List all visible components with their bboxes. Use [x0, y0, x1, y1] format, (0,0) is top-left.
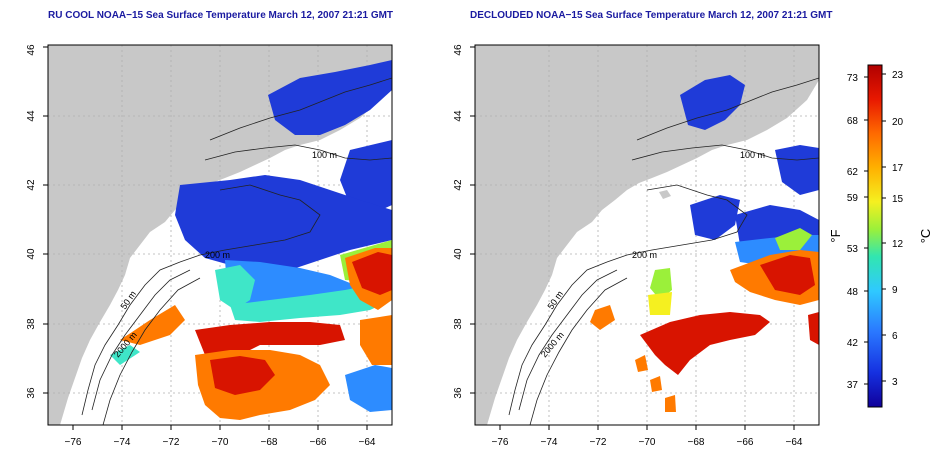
left-xtick: −66 — [310, 437, 327, 448]
right-ytick: 38 — [453, 318, 464, 330]
right-contour-label-200m: 200 m — [632, 250, 657, 260]
colorbar-fahrenheit-label: °F — [828, 229, 843, 242]
right-map: 100 m 200 m 50 m 2000 m −76 −74 −72 −70 … — [453, 44, 820, 448]
left-map: 100 m 200 m 50 m 2000 m −76 −74 −72 −70 … — [26, 44, 393, 448]
right-panel-title: DECLOUDED NOAA−15 Sea Surface Temperatur… — [470, 10, 833, 21]
right-xtick: −74 — [541, 437, 558, 448]
colorbar-f-tick: 59 — [847, 193, 859, 204]
left-bathymetry-contours — [81, 77, 392, 425]
colorbar-f-tick: 37 — [847, 380, 859, 391]
colorbar-c-tick: 12 — [892, 239, 904, 250]
land-area — [475, 45, 819, 425]
right-xtick: −66 — [737, 437, 754, 448]
colorbar-c-tick: 6 — [892, 331, 898, 342]
left-xtick: −72 — [163, 437, 180, 448]
colorbar-c-tick: 23 — [892, 70, 904, 81]
left-contour-label-100m: 100 m — [312, 150, 337, 160]
right-xtick: −68 — [688, 437, 705, 448]
left-xtick: −70 — [212, 437, 229, 448]
colorbar-c-tick: 15 — [892, 194, 904, 205]
colorbar-f-tick: 42 — [847, 338, 859, 349]
colorbar: 73 68 62 59 53 48 42 37 23 20 17 15 12 9… — [828, 64, 933, 408]
right-xtick: −72 — [590, 437, 607, 448]
right-ytick: 42 — [453, 179, 464, 191]
left-ytick: 40 — [26, 248, 37, 260]
colorbar-f-tick: 62 — [847, 167, 859, 178]
right-ytick: 36 — [453, 387, 464, 399]
colorbar-f-tick: 73 — [847, 73, 859, 84]
left-xtick: −76 — [65, 437, 82, 448]
colorbar-f-tick: 53 — [847, 244, 859, 255]
left-ytick: 46 — [26, 44, 37, 56]
right-sst-field — [590, 75, 819, 412]
right-ytick: 46 — [453, 44, 464, 56]
colorbar-c-tick: 3 — [892, 377, 898, 388]
colorbar-c-tick: 20 — [892, 117, 904, 128]
left-panel-title: RU COOL NOAA−15 Sea Surface Temperature … — [48, 10, 394, 21]
left-ytick: 44 — [26, 110, 37, 122]
colorbar-gradient — [867, 64, 883, 408]
left-xtick: −68 — [261, 437, 278, 448]
left-xtick: −74 — [114, 437, 131, 448]
right-xtick: −64 — [786, 437, 803, 448]
right-contour-label-100m: 100 m — [740, 150, 765, 160]
left-ytick: 42 — [26, 179, 37, 191]
right-bathymetry-contours — [508, 77, 819, 425]
colorbar-f-tick: 68 — [847, 116, 859, 127]
colorbar-c-tick: 17 — [892, 163, 904, 174]
right-ytick: 40 — [453, 248, 464, 260]
colorbar-f-tick: 48 — [847, 287, 859, 298]
left-ytick: 38 — [26, 318, 37, 330]
land-area — [48, 45, 392, 425]
colorbar-c-tick: 9 — [892, 285, 898, 296]
right-xtick: −76 — [492, 437, 509, 448]
left-contour-label-200m: 200 m — [205, 250, 230, 260]
left-ytick: 36 — [26, 387, 37, 399]
right-ytick: 44 — [453, 110, 464, 122]
colorbar-celsius-label: °C — [918, 229, 933, 244]
right-xtick: −70 — [639, 437, 656, 448]
left-xtick: −64 — [359, 437, 376, 448]
